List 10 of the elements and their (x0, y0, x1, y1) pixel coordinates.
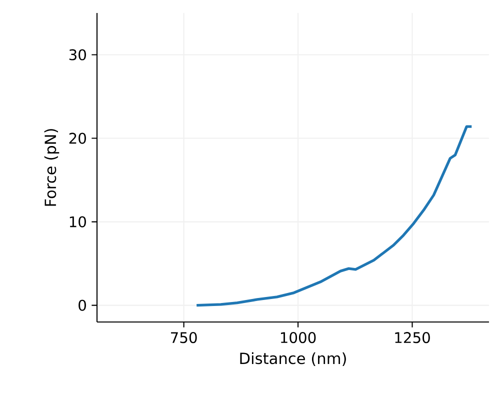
y-tick-label: 30 (69, 49, 86, 60)
y-tick-label: 20 (69, 132, 86, 144)
line-series (195, 125, 473, 307)
y-tick-label: 0 (78, 300, 86, 311)
x-axis-title: Distance (nm) (240, 352, 346, 366)
x-tick-label: 750 (171, 332, 197, 344)
y-tick-label: 10 (70, 216, 86, 228)
y-axis-title: Force (pN) (44, 129, 60, 206)
x-tick-label: 1250 (395, 332, 430, 344)
x-tick-label: 1000 (280, 332, 316, 344)
